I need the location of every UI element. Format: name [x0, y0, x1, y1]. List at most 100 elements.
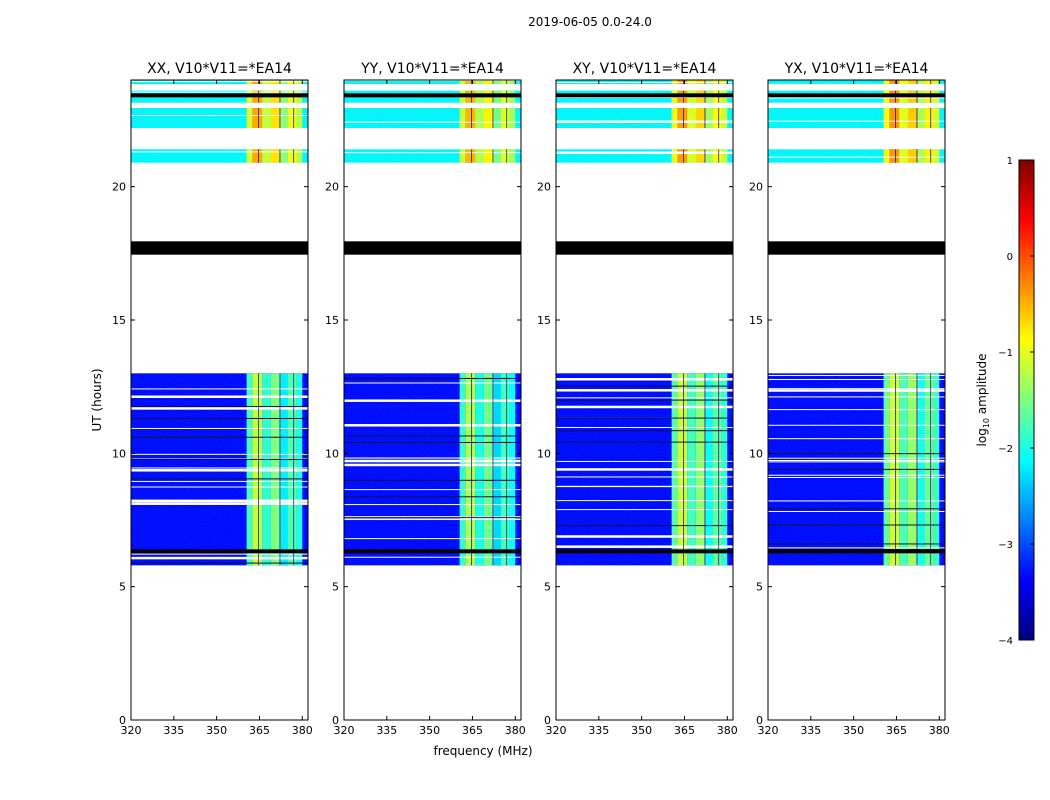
- panel-3: XY, V10*V11=*EA14 320 335 350 365 380 0 5 10 15 20: [537, 61, 738, 737]
- time-gap: [556, 81, 733, 83]
- rfi-channel: [493, 373, 502, 566]
- rfi-channel: [252, 108, 263, 128]
- channel-gap: [930, 373, 932, 566]
- rfi-channel: [493, 80, 502, 84]
- rfi-channel: [695, 108, 706, 128]
- x-tick-label: 335: [588, 724, 609, 737]
- channel-gap: [492, 80, 494, 84]
- x-tick-label: 380: [717, 724, 738, 737]
- rfi-channel: [899, 149, 908, 163]
- time-gap: [768, 500, 945, 502]
- time-gap: [768, 156, 945, 158]
- scan-boundary: [556, 385, 733, 387]
- colorbar-label-sub: 10: [982, 418, 991, 428]
- flag-band: [344, 241, 521, 255]
- time-gap: [556, 535, 733, 538]
- rfi-channel: [713, 149, 722, 163]
- rfi-channel: [883, 80, 890, 84]
- rfi-channel: [483, 149, 494, 163]
- channel-gap: [258, 108, 260, 128]
- channel-gap: [492, 373, 494, 566]
- channel-gap: [704, 149, 706, 163]
- y-tick-label: 5: [332, 581, 339, 594]
- time-gap: [768, 396, 945, 398]
- channel-gap: [916, 80, 918, 84]
- rfi-channel: [501, 149, 510, 163]
- channel-gap: [930, 108, 932, 128]
- time-gap: [556, 397, 733, 399]
- time-gap: [131, 480, 308, 482]
- channel-gap: [916, 108, 918, 128]
- rfi-channel: [687, 149, 696, 163]
- rfi-channel: [465, 373, 476, 566]
- time-gap: [131, 499, 308, 503]
- rfi-channel: [889, 108, 900, 128]
- rfi-channel: [925, 149, 934, 163]
- channel-gap: [895, 80, 897, 84]
- time-gap: [768, 510, 945, 512]
- time-gap: [344, 504, 521, 506]
- time-gap: [344, 538, 521, 540]
- channel-gap: [895, 108, 897, 128]
- time-gap: [768, 461, 945, 463]
- time-gap: [556, 476, 733, 478]
- channel-gap: [279, 80, 281, 84]
- rfi-channel: [280, 80, 289, 84]
- rfi-channel: [262, 149, 271, 163]
- x-tick-label: 320: [758, 724, 779, 737]
- rfi-channel: [252, 149, 263, 163]
- data-block-noise: [344, 80, 521, 84]
- time-gap: [556, 545, 733, 548]
- rfi-channel: [288, 149, 297, 163]
- scan-boundary: [131, 562, 308, 564]
- flag-band: [344, 93, 521, 98]
- rfi-channel: [246, 80, 253, 84]
- rfi-channel: [459, 149, 466, 163]
- time-gap: [556, 509, 733, 511]
- channel-gap: [471, 108, 473, 128]
- rfi-channel: [509, 373, 516, 566]
- scan-boundary: [344, 496, 521, 498]
- scan-boundary: [556, 430, 733, 432]
- time-gap: [344, 459, 521, 463]
- y-tick-label: 10: [537, 447, 551, 460]
- time-gap: [131, 396, 308, 398]
- x-tick-label: 380: [505, 724, 526, 737]
- colorbar-tick-label: −2: [998, 444, 1013, 455]
- channel-gap: [506, 373, 508, 566]
- rfi-channel: [889, 80, 900, 84]
- flag-band: [131, 241, 308, 255]
- channel-gap: [683, 373, 685, 566]
- channel-gap: [704, 80, 706, 84]
- rfi-channel: [509, 149, 516, 163]
- channel-gap: [930, 80, 932, 84]
- rfi-channel: [459, 80, 466, 84]
- time-gap: [556, 427, 733, 429]
- rfi-channel: [459, 373, 466, 566]
- rfi-channel: [721, 108, 728, 128]
- channel-gap: [718, 108, 720, 128]
- colorbar-label-rest: amplitude: [975, 354, 989, 418]
- x-tick-label: 365: [674, 724, 695, 737]
- x-tick-label: 320: [121, 724, 142, 737]
- x-tick-label: 320: [334, 724, 355, 737]
- channel-gap: [916, 149, 918, 163]
- rfi-channel: [252, 80, 263, 84]
- scan-boundary: [768, 524, 945, 526]
- rfi-channel: [925, 80, 934, 84]
- rfi-channel: [270, 149, 281, 163]
- x-tick-label: 335: [800, 724, 821, 737]
- rfi-channel: [262, 80, 271, 84]
- channel-gap: [683, 80, 685, 84]
- x-tick-label: 350: [206, 724, 227, 737]
- channel-gap: [258, 149, 260, 163]
- time-gap: [344, 489, 521, 491]
- time-gap: [131, 388, 308, 390]
- channel-gap: [683, 149, 685, 163]
- channel-gap: [293, 80, 295, 84]
- channel-gap: [258, 373, 260, 566]
- x-tick-label: 365: [886, 724, 907, 737]
- colorbar-label: log10 amplitude: [975, 354, 991, 447]
- time-gap: [768, 388, 945, 390]
- scan-boundary: [556, 399, 733, 401]
